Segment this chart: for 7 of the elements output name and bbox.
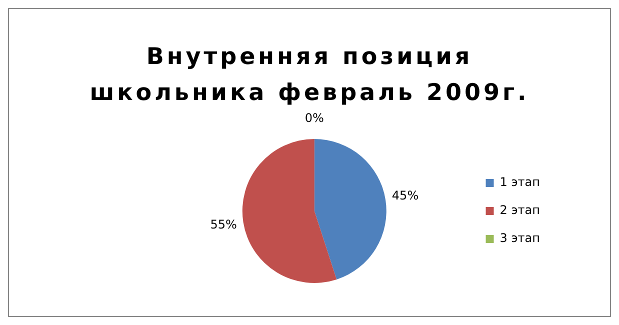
chart-title: Внутренняя позиция школьника февраль 2009г. <box>90 43 530 108</box>
legend-label: 2 этап <box>500 203 540 218</box>
text: 0% <box>304 111 324 126</box>
legend-label: 1 этап <box>500 175 540 190</box>
data-label: 45% <box>392 188 419 203</box>
data-label: 55% <box>210 218 237 232</box>
legend-label: 3 этап <box>500 231 540 246</box>
